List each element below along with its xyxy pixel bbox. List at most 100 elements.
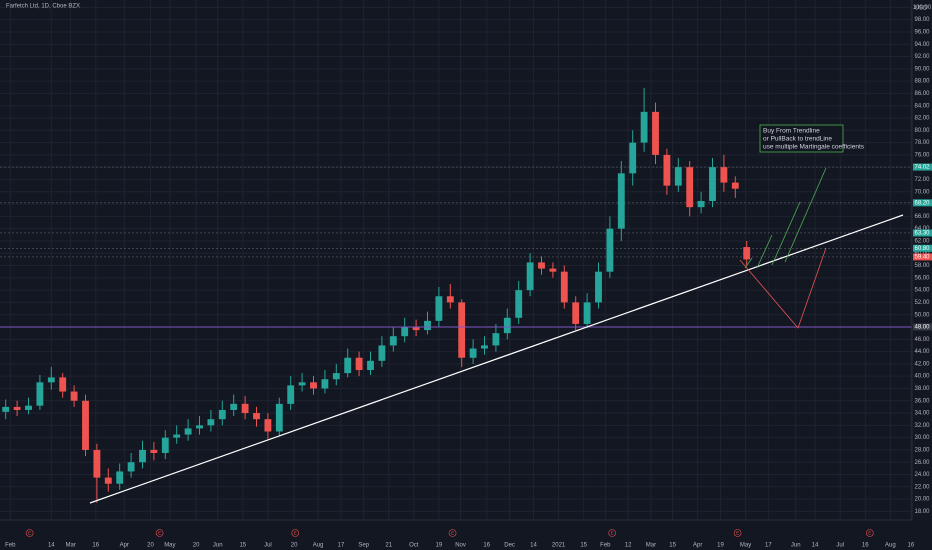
arrow (756, 234, 773, 269)
candle-body (595, 271, 602, 303)
candle-body (674, 167, 682, 186)
bull-scenarios (744, 167, 827, 269)
y-tick-label: 90.00 (914, 66, 930, 72)
price-lines (0, 166, 912, 328)
x-tick-label: Jun (213, 543, 223, 549)
earnings-label: E (158, 531, 161, 536)
candle-body (139, 449, 146, 463)
candle-body (310, 382, 317, 389)
candle-body (82, 400, 89, 450)
candle-body (344, 357, 352, 374)
candle-body (492, 333, 500, 346)
x-tick-label: 16 (862, 543, 869, 549)
arrow (744, 257, 753, 269)
y-tick-label: 80.00 (914, 128, 930, 134)
candle-body (150, 449, 158, 454)
y-tick-label: 50.00 (914, 312, 930, 318)
candle-body (458, 302, 466, 358)
candle-body (47, 377, 55, 383)
price-tag (913, 323, 932, 331)
earnings-marker (291, 529, 300, 537)
price-tag-label: 60.80 (914, 246, 930, 252)
candle-body (59, 377, 67, 392)
x-tick-label: 12 (625, 543, 632, 549)
y-tick-label: 36.00 (914, 398, 930, 404)
earnings-label: E (868, 531, 871, 536)
x-tick-label: 17 (338, 543, 345, 549)
candle-body (549, 268, 557, 272)
earnings-label: E (451, 531, 454, 536)
y-tick-label: 32.00 (914, 423, 930, 429)
earnings-marker (25, 529, 34, 537)
y-tick-label: 42.00 (914, 361, 930, 367)
x-tick-label: Aug (313, 543, 324, 549)
earnings-marker (155, 529, 164, 537)
candle-body (629, 142, 637, 174)
price-tag-label: 63.30 (914, 231, 930, 237)
y-tick-label: 18.00 (914, 509, 930, 515)
price-axis (912, 0, 932, 550)
arrow (784, 167, 827, 263)
y-tick-label: 64.00 (914, 226, 930, 232)
candle-body (253, 413, 260, 420)
y-tick-label: 100.00 (913, 5, 932, 11)
candle-body (572, 302, 580, 324)
y-tick-label: 98.00 (914, 17, 930, 23)
x-tick-label: 16 (483, 543, 490, 549)
candle-body (709, 167, 716, 201)
candle-body (640, 111, 648, 143)
y-tick-label: 86.00 (914, 91, 930, 97)
candle-body (720, 167, 728, 183)
candle-body (93, 449, 101, 478)
candle-body (378, 345, 386, 361)
x-tick-label: 2021 (552, 543, 566, 549)
price-tag-label: 48.00 (914, 325, 930, 331)
price-tag-label: 68.20 (914, 200, 930, 206)
candle-body (481, 345, 488, 349)
candle-body (743, 247, 751, 260)
candle-body (275, 403, 283, 432)
y-tick-label: 84.00 (914, 103, 930, 109)
candle-body (298, 382, 306, 386)
y-tick-label: 70.00 (914, 189, 930, 195)
candle-body (173, 434, 181, 438)
x-tick-label: 14 (812, 543, 819, 549)
x-tick-label: 20 (147, 543, 154, 549)
candle-body (184, 428, 192, 435)
annotation-text: or PullBack to trendLine (763, 136, 832, 143)
y-tick-label: 96.00 (914, 30, 930, 36)
candle-body (332, 373, 340, 380)
candle-body (446, 296, 454, 303)
candles (2, 87, 751, 503)
y-tick-label: 72.00 (914, 177, 930, 183)
x-tick-label: Feb (5, 543, 16, 549)
x-tick-label: 20 (291, 543, 298, 549)
candle-body (526, 262, 534, 291)
price-tag (913, 229, 932, 237)
y-tick-label: 54.00 (914, 288, 930, 294)
candle-body (207, 419, 215, 426)
y-tick-label: 34.00 (914, 411, 930, 417)
y-tick-label: 44.00 (914, 349, 930, 355)
annotation-text: Buy From Trendline (763, 128, 820, 135)
x-tick-label: 21 (385, 543, 392, 549)
x-tick-label: 14 (48, 543, 55, 549)
candle-body (435, 296, 443, 321)
x-tick-label: 14 (530, 543, 537, 549)
x-tick-label: Sep (358, 543, 369, 549)
x-tick-label: Jul (836, 543, 844, 549)
x-tick-label: Oct (409, 543, 419, 549)
candle-body (412, 326, 420, 331)
y-tick-label: 92.00 (914, 54, 930, 60)
candle-body (697, 200, 705, 208)
bear-scenario (739, 247, 827, 329)
candle-body (652, 111, 659, 155)
x-tick-label: May (740, 543, 751, 549)
candle-body (241, 403, 249, 414)
y-tick-label: 46.00 (914, 337, 930, 343)
candle-body (2, 406, 10, 412)
x-tick-label: Feb (600, 543, 611, 549)
candle-body (13, 406, 21, 410)
